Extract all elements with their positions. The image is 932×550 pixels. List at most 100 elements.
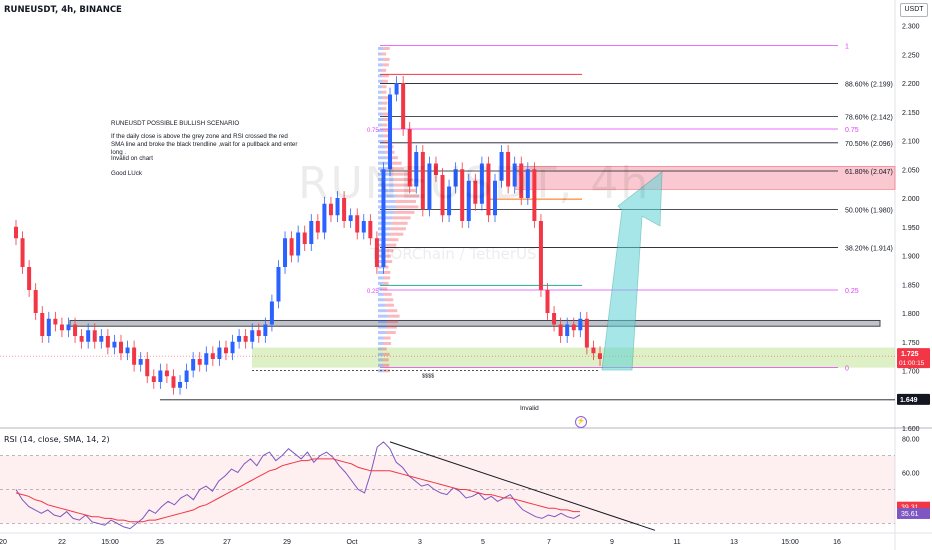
candle-body — [539, 221, 543, 290]
time-tick-label: 7 — [547, 539, 551, 546]
volume-profile-bar — [378, 369, 383, 372]
volume-profile-bar — [378, 211, 394, 214]
candle-body — [171, 376, 175, 388]
candle-body — [572, 325, 576, 331]
candle-body — [204, 353, 208, 365]
candle-body — [34, 290, 38, 313]
volume-profile-bar — [388, 315, 400, 318]
volume-profile-bar — [391, 222, 407, 225]
candle-body — [270, 302, 274, 325]
volume-profile-bar — [384, 271, 391, 274]
fib-label: 88.60% (2.199) — [845, 82, 893, 89]
price-tick-label: 2.300 — [902, 24, 920, 31]
rsi-tick-label: 80.00 — [902, 437, 920, 444]
price-tick-label: 1.950 — [902, 225, 920, 232]
volume-profile-bar — [378, 358, 383, 361]
lightning-icon[interactable]: ⚡ — [575, 416, 587, 428]
volume-profile-bar — [378, 342, 384, 345]
ssss-label: $$$$ — [422, 374, 434, 380]
note-title: RUNEUSDT POSSIBLE BULLISH SCENARIO — [111, 120, 311, 128]
candle-body — [257, 330, 261, 336]
candle-body — [93, 330, 97, 342]
candle-body — [99, 336, 103, 342]
candle-body — [60, 325, 64, 331]
price-tick-label: 1.750 — [902, 340, 920, 347]
price-tick-label: 1.900 — [902, 254, 920, 261]
candle-body — [237, 336, 241, 342]
volume-profile-bar — [378, 129, 383, 132]
fib-left-label: 0.75 — [367, 128, 379, 134]
candle-body — [211, 353, 215, 359]
fib-label: 0.25 — [845, 288, 859, 295]
volume-profile-bar — [383, 96, 389, 99]
volume-profile-bar — [378, 113, 383, 116]
candle-body — [283, 238, 287, 267]
price-tick-label: 1.700 — [902, 369, 920, 376]
time-tick-label: 15:00 — [101, 539, 119, 546]
volume-profile-bar — [382, 80, 387, 83]
volume-profile-bar — [378, 320, 387, 323]
volume-profile-bar — [378, 145, 385, 148]
candle-body — [191, 359, 195, 371]
candle-body — [349, 215, 353, 221]
volume-profile-bar — [383, 364, 389, 367]
volume-profile-bar — [394, 211, 414, 214]
time-tick-label: 15:00 — [781, 539, 799, 546]
candle-body — [401, 83, 405, 129]
time-tick-label: 5 — [481, 539, 485, 546]
volume-profile-bar — [378, 58, 383, 61]
candle-body — [296, 233, 300, 256]
volume-profile-bar — [378, 52, 382, 55]
volume-profile-bar — [378, 74, 383, 77]
candle-body — [224, 348, 228, 354]
fib-label: 50.00% (1.980) — [845, 208, 893, 215]
volume-profile-bar — [382, 69, 386, 72]
volume-profile-bar — [378, 91, 382, 94]
volume-profile-bar — [378, 276, 383, 279]
volume-profile-bar — [382, 52, 386, 55]
candle-body — [250, 330, 254, 342]
volume-profile-bar — [383, 353, 389, 356]
price-tick-label: 1.800 — [902, 311, 920, 318]
volume-profile-bar — [378, 298, 385, 301]
rsi-title: RSI (14, close, SMA, 14, 2) — [4, 435, 110, 444]
volume-profile-bar — [383, 63, 389, 66]
rsi-sma-tag: 35.61 — [901, 511, 919, 518]
chart-canvas[interactable]: 2.3002.2502.2002.1502.1002.0502.0001.950… — [0, 0, 932, 550]
volume-profile-bar — [386, 331, 396, 334]
volume-profile-bar — [382, 102, 387, 105]
volume-profile-bar — [384, 337, 391, 340]
volume-profile-bar — [378, 123, 382, 126]
candle-body — [598, 353, 602, 359]
volume-profile-bar — [382, 347, 387, 350]
volume-profile-bar — [378, 271, 384, 274]
volume-profile-bar — [378, 96, 383, 99]
invalid-price-tag: 1.649 — [900, 397, 918, 404]
volume-profile-bar — [378, 47, 383, 50]
volume-profile-bar — [378, 309, 387, 312]
volume-profile-bar — [378, 134, 383, 137]
fib-label: 70.50% (2.096) — [845, 141, 893, 148]
candle-body — [119, 342, 123, 354]
time-tick-label: 22 — [58, 539, 66, 546]
fib-left-label: 0.25 — [367, 289, 379, 295]
candle-body — [86, 330, 90, 342]
volume-profile-bar — [389, 233, 403, 236]
volume-profile-bar — [386, 326, 396, 329]
fib-label: 38.20% (1.914) — [845, 245, 893, 252]
fib-label: 0 — [845, 366, 849, 373]
candle-body — [139, 359, 143, 365]
volume-profile-bar — [384, 342, 391, 345]
volume-profile-bar — [378, 80, 382, 83]
price-tick-label: 2.000 — [902, 196, 920, 203]
volume-profile-bar — [378, 347, 382, 350]
candle-body — [158, 371, 162, 383]
candle-body — [66, 325, 70, 331]
currency-button[interactable]: USDT — [900, 3, 928, 17]
volume-profile-bar — [383, 369, 389, 372]
candle-body — [290, 238, 294, 255]
candle-body — [40, 313, 44, 336]
volume-profile-bar — [382, 107, 387, 110]
candle-body — [585, 319, 589, 348]
candle-body — [126, 348, 130, 354]
